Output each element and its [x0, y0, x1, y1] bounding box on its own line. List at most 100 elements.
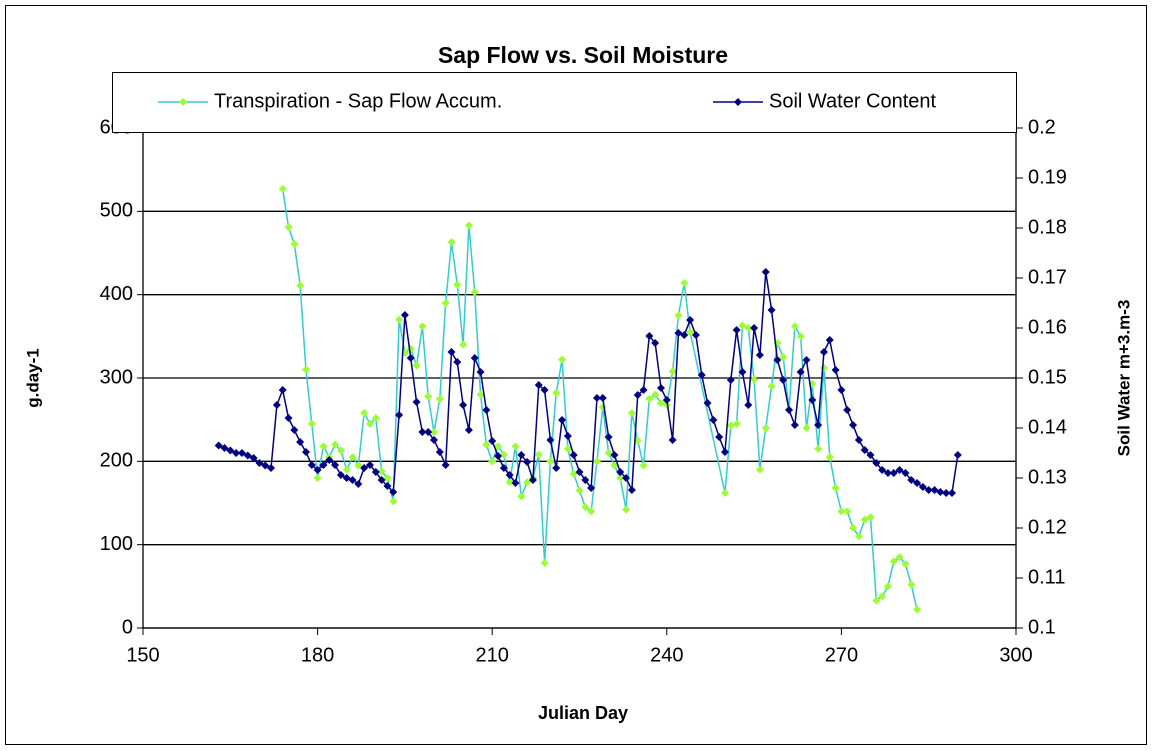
data-point	[558, 416, 567, 424]
data-point	[418, 428, 427, 436]
data-point	[534, 381, 543, 389]
data-point	[709, 416, 718, 424]
data-point	[913, 605, 922, 614]
data-point	[686, 328, 695, 337]
data-point	[790, 322, 799, 331]
data-point	[482, 440, 491, 449]
data-point	[750, 324, 759, 332]
data-point	[849, 524, 858, 532]
data-point	[808, 396, 817, 404]
data-point	[418, 322, 427, 331]
data-point	[371, 468, 380, 476]
data-point	[767, 382, 776, 391]
data-point	[674, 311, 683, 320]
data-point	[528, 476, 537, 484]
data-point	[924, 486, 933, 494]
data-point	[540, 386, 549, 394]
x-tick-label: 210	[476, 644, 509, 666]
data-point	[278, 184, 287, 193]
data-point	[517, 451, 526, 459]
data-point	[633, 391, 642, 399]
data-point	[686, 316, 695, 324]
data-point	[587, 484, 596, 492]
data-point	[814, 444, 823, 453]
legend-marker	[179, 98, 187, 106]
data-point	[721, 489, 729, 497]
data-point	[301, 365, 310, 374]
data-point	[284, 414, 293, 422]
data-point	[889, 557, 898, 566]
data-point	[377, 476, 386, 484]
data-point	[389, 488, 398, 496]
data-point	[604, 433, 613, 441]
data-point	[866, 451, 875, 459]
data-point	[424, 392, 433, 401]
data-point	[232, 449, 241, 457]
data-point	[494, 442, 503, 451]
x-tick-label: 270	[825, 644, 858, 666]
data-point	[616, 474, 625, 482]
data-point	[761, 268, 770, 276]
data-point	[755, 351, 764, 359]
data-point	[354, 480, 363, 488]
data-point	[255, 459, 264, 467]
y2-tick-label: 0.14	[1028, 416, 1067, 438]
data-point	[319, 461, 328, 469]
data-point	[488, 457, 497, 466]
data-point	[732, 419, 741, 428]
data-point	[627, 409, 636, 417]
data-point	[726, 421, 735, 430]
y-tick-label: 300	[100, 366, 133, 388]
data-point	[307, 461, 316, 469]
data-point	[284, 223, 293, 232]
data-point	[430, 428, 438, 437]
data-point	[313, 474, 322, 482]
data-point	[849, 421, 858, 429]
y2-tick-label: 0.12	[1028, 516, 1067, 538]
legend-label: Soil Water Content	[769, 90, 937, 112]
y-tick-label: 500	[100, 200, 133, 222]
data-point	[581, 503, 590, 512]
data-point	[878, 466, 887, 474]
data-point	[598, 394, 607, 402]
data-point	[592, 457, 601, 466]
data-point	[866, 513, 875, 522]
data-point	[331, 440, 340, 449]
data-point	[750, 375, 759, 384]
data-point	[511, 442, 520, 451]
data-point	[301, 448, 310, 456]
data-point	[459, 340, 468, 349]
legend-box	[112, 72, 1017, 133]
data-point	[377, 467, 386, 476]
data-point	[307, 419, 316, 428]
data-point	[656, 399, 665, 407]
data-point	[860, 515, 869, 524]
data-point	[441, 299, 450, 307]
data-point	[261, 461, 270, 470]
data-point	[825, 336, 834, 344]
data-point	[697, 371, 706, 379]
data-point	[668, 436, 677, 444]
y2-tick-label: 0.18	[1028, 216, 1067, 238]
data-point	[546, 436, 555, 444]
data-point	[645, 394, 654, 403]
data-point	[237, 449, 246, 457]
data-point	[592, 394, 601, 402]
data-point	[325, 456, 334, 464]
data-point	[878, 592, 887, 601]
data-point	[785, 406, 794, 414]
y-tick-label: 400	[100, 283, 133, 305]
data-point	[703, 399, 712, 407]
data-point	[738, 368, 747, 376]
x-tick-label: 240	[650, 644, 683, 666]
y2-tick-label: 0.15	[1028, 366, 1067, 388]
data-point	[883, 469, 892, 477]
data-point	[435, 394, 444, 403]
data-point	[819, 348, 828, 356]
data-point	[470, 354, 479, 362]
y-tick-label: 100	[100, 533, 133, 555]
data-point	[296, 281, 305, 290]
data-point	[901, 469, 910, 477]
data-point	[860, 446, 869, 454]
